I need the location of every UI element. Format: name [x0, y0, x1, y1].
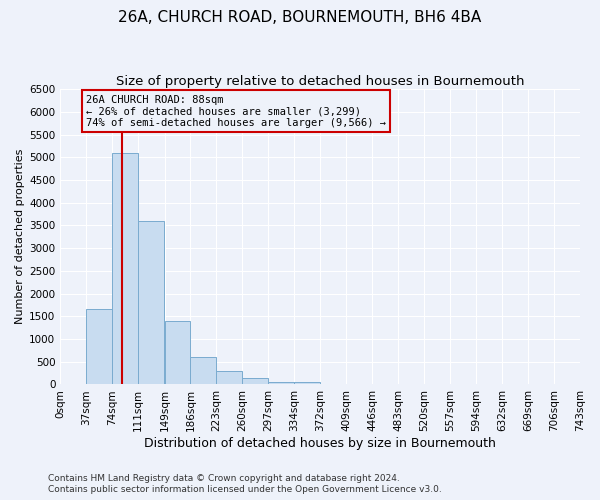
Bar — [190, 357, 216, 384]
Bar — [164, 321, 190, 384]
Title: Size of property relative to detached houses in Bournemouth: Size of property relative to detached ho… — [116, 75, 524, 88]
Text: 26A CHURCH ROAD: 88sqm
← 26% of detached houses are smaller (3,299)
74% of semi-: 26A CHURCH ROAD: 88sqm ← 26% of detached… — [86, 94, 386, 128]
Bar — [216, 371, 242, 384]
Bar — [138, 221, 164, 384]
Y-axis label: Number of detached properties: Number of detached properties — [15, 149, 25, 324]
Bar — [112, 153, 138, 384]
Bar — [268, 382, 294, 384]
Bar — [242, 378, 268, 384]
Text: Contains HM Land Registry data © Crown copyright and database right 2024.
Contai: Contains HM Land Registry data © Crown c… — [48, 474, 442, 494]
X-axis label: Distribution of detached houses by size in Bournemouth: Distribution of detached houses by size … — [144, 437, 496, 450]
Text: 26A, CHURCH ROAD, BOURNEMOUTH, BH6 4BA: 26A, CHURCH ROAD, BOURNEMOUTH, BH6 4BA — [118, 10, 482, 25]
Bar — [294, 382, 320, 384]
Bar — [86, 310, 112, 384]
